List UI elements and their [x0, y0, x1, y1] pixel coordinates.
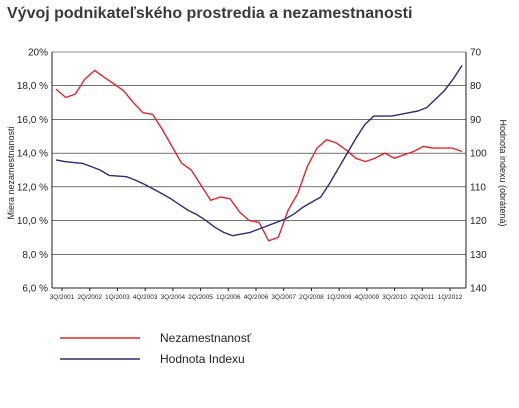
y2-tick-label: 130	[470, 250, 487, 261]
series-line-index	[55, 65, 463, 237]
x-tick-label: 4Q/2003	[133, 294, 158, 301]
y2-tick-label: 110	[470, 182, 486, 193]
legend-label: Hodnota Indexu	[160, 352, 245, 366]
y-tick-label: 6,0 %	[22, 284, 48, 295]
x-tick-label: 3Q/2001	[50, 294, 75, 301]
gridlines	[52, 51, 466, 289]
x-tick-label: 1Q/2006	[216, 294, 241, 301]
x-tick-label: 1Q/2009	[327, 294, 352, 301]
y-tick-label: 12,0 %	[17, 182, 48, 193]
legend: Nezamestnanosť Hodnota Indexu	[60, 331, 252, 366]
x-axis-tick-labels: 3Q/2001 2Q/2002 1Q/2003 4Q/2003 3Q/2004 2Q/20…	[50, 294, 463, 301]
y-tick-label: 14,0 %	[17, 149, 48, 160]
right-axis-tick-labels: 70 80 90 100 110 120 130 140	[470, 48, 487, 295]
left-axis-tick-labels: 6,0 % 8,0 % 10,0 % 12,0 % 14,0 % 16,0 % 18,0 %…	[17, 48, 48, 295]
y2-axis-title: Hodnota indexu (obrátená)	[498, 119, 508, 226]
x-tick-label: 2Q/2008	[299, 294, 324, 301]
y-tick-label: 18,0 %	[17, 81, 48, 92]
x-tick-label: 3Q/2007	[271, 294, 296, 301]
x-tick-label: 3Q/2010	[382, 294, 407, 301]
axes	[51, 52, 467, 291]
y2-tick-label: 140	[470, 284, 487, 295]
y-tick-label: 16,0 %	[17, 115, 48, 126]
y-tick-label: 10,0 %	[17, 216, 48, 227]
x-tick-label: 3Q/2004	[161, 294, 186, 301]
y2-tick-label: 90	[470, 115, 482, 126]
legend-label: Nezamestnanosť	[160, 331, 252, 345]
x-tick-label: 2Q/2011	[410, 294, 434, 301]
x-tick-label: 1Q/2012	[438, 294, 463, 301]
y-tick-label: 20%	[28, 48, 48, 59]
y-tick-label: 8,0 %	[22, 250, 48, 261]
series-lines	[55, 65, 463, 242]
y2-tick-label: 80	[470, 81, 482, 92]
y2-tick-label: 70	[470, 48, 482, 59]
x-tick-label: 2Q/2005	[188, 294, 213, 301]
x-tick-label: 4Q/2006	[244, 294, 269, 301]
x-tick-label: 4Q/2009	[355, 294, 380, 301]
series-line-unemployment	[55, 69, 463, 242]
y2-tick-label: 120	[470, 216, 487, 227]
y-axis-title: Miera nezamestnanosti	[6, 126, 16, 219]
x-tick-label: 2Q/2002	[77, 294, 102, 301]
chart-title: Vývoj podnikateľského prostredia a nezam…	[7, 5, 413, 22]
x-tick-label: 1Q/2003	[105, 294, 130, 301]
y2-tick-label: 100	[470, 149, 487, 160]
